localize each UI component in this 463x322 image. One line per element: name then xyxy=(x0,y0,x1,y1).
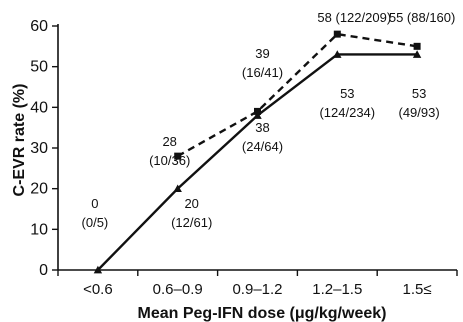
data-label: (16/41) xyxy=(242,65,283,80)
data-label: (24/64) xyxy=(242,139,283,154)
data-label: (12/61) xyxy=(171,215,212,230)
x-tick-label: 0.9–1.2 xyxy=(232,281,282,298)
x-tick-label: 0.6–0.9 xyxy=(153,281,203,298)
y-tick-label: 10 xyxy=(30,221,48,238)
data-label: 0 xyxy=(91,196,98,211)
x-tick-label: <0.6 xyxy=(83,281,113,298)
y-tick-label: 0 xyxy=(39,262,48,279)
y-tick-label: 40 xyxy=(30,99,48,116)
data-label: 55 (88/160) xyxy=(389,10,456,25)
y-axis-title: C-EVR rate (%) xyxy=(11,84,28,197)
y-tick-label: 30 xyxy=(30,140,48,157)
chart-axes: 0 10 20 30 40 50 60 <0.6 0.6–0.9 0.9–1.2 1.2–1.5 1.… xyxy=(30,18,458,298)
data-label: (0/5) xyxy=(82,215,109,230)
x-axis-title: Mean Peg-IFN dose (μg/kg/week) xyxy=(138,305,387,322)
data-label: (49/93) xyxy=(398,105,439,120)
square-marker xyxy=(254,107,261,115)
triangle-marker xyxy=(173,184,182,193)
x-tick-label: 1.2–1.5 xyxy=(312,281,362,298)
data-label: 39 xyxy=(255,46,269,61)
data-label: 53 xyxy=(340,86,354,101)
triangle-marker xyxy=(412,50,422,58)
data-label: 20 xyxy=(184,196,198,211)
data-label: (124/234) xyxy=(319,105,375,120)
series-line-solid xyxy=(97,53,418,271)
data-label: 53 xyxy=(412,86,426,101)
chart-series xyxy=(93,30,422,274)
chart-data-labels: 0 (0/5) 20 (12/61) 38 (24/64) 53 (124/234) 53 (49… xyxy=(82,10,456,230)
data-label: (10/36) xyxy=(149,153,190,168)
x-tick-label: 1.5≤ xyxy=(403,281,432,298)
data-label: 38 xyxy=(255,120,269,135)
data-label: 28 xyxy=(162,134,176,149)
y-tick-label: 20 xyxy=(30,181,48,198)
y-tick-label: 60 xyxy=(30,18,48,35)
series-line-dashed xyxy=(177,32,418,158)
triangle-marker xyxy=(93,265,103,274)
data-label: 58 (122/209) xyxy=(317,10,391,25)
square-marker xyxy=(413,42,421,50)
triangle-marker xyxy=(253,111,262,119)
y-tick-label: 50 xyxy=(30,59,48,76)
triangle-marker xyxy=(333,50,342,58)
square-marker xyxy=(333,30,341,38)
square-marker xyxy=(174,152,182,160)
